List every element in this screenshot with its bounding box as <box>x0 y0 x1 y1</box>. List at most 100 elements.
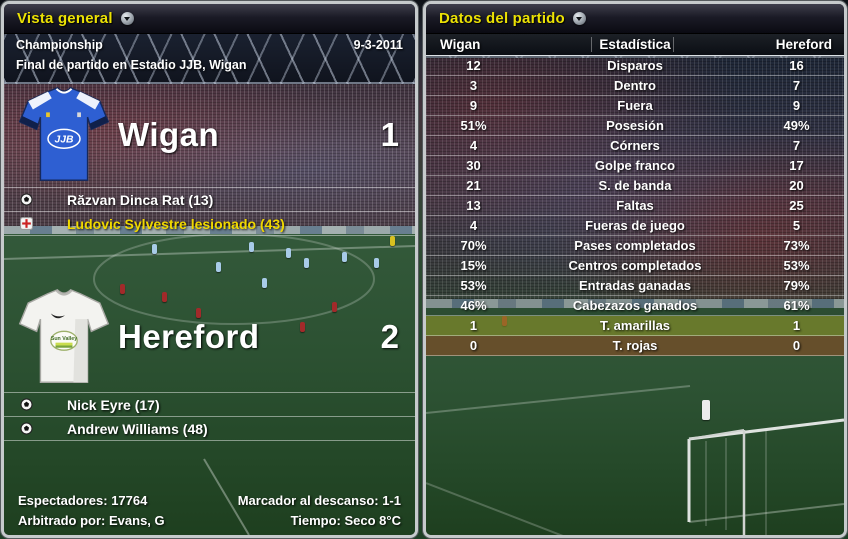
away-value: 49% <box>783 118 810 133</box>
away-team-name[interactable]: Hereford <box>118 318 260 355</box>
stat-name: Córners <box>610 138 660 153</box>
hereford-shirt-icon[interactable]: Sun Valley <box>16 288 112 386</box>
away-value: 1 <box>792 318 801 333</box>
table-row: 12 Disparos 16 <box>426 56 844 76</box>
home-value: 53% <box>460 278 487 293</box>
table-row: 21 S. de banda 20 <box>426 176 844 196</box>
svg-text:Sun Valley: Sun Valley <box>51 336 77 342</box>
stat-name: Pases completados <box>574 238 696 253</box>
table-row: 3 Dentro 7 <box>426 76 844 96</box>
home-value: 0 <box>469 338 478 353</box>
referee-label: Arbitrado por: Evans, G <box>18 513 165 528</box>
table-row: 46% Cabezazos ganados 61% <box>426 296 844 316</box>
away-value: 20 <box>789 178 804 193</box>
stat-name: Entradas ganadas <box>579 278 691 293</box>
away-value: 53% <box>783 258 810 273</box>
home-value: 46% <box>460 298 487 313</box>
away-column-header: Hereford <box>775 37 832 52</box>
event-text: Nick Eyre (17) <box>67 396 160 413</box>
overview-titlebar[interactable]: Vista general <box>4 4 415 34</box>
away-value: 79% <box>783 278 810 293</box>
football-icon <box>20 398 33 411</box>
away-value: 16 <box>789 58 804 73</box>
table-row: 51% Posesión 49% <box>426 116 844 136</box>
away-value: 61% <box>783 298 810 313</box>
table-row: 1 T. amarillas 1 <box>426 316 844 336</box>
overview-content: Championship 9-3-2011 Final de partido e… <box>4 34 415 535</box>
home-column-header: Wigan <box>440 37 481 52</box>
match-event-row[interactable]: Răzvan Dinca Rat (13) <box>4 188 415 212</box>
match-status-line: Final de partido en Estadio JJB, Wigan <box>16 58 247 72</box>
home-team-score: 1 <box>380 116 399 153</box>
home-team-name[interactable]: Wigan <box>118 116 220 153</box>
header-divider <box>591 37 592 52</box>
away-team-block: Sun Valley Hereford 2 <box>4 286 415 388</box>
table-row: 30 Golpe franco 17 <box>426 156 844 176</box>
competition-label[interactable]: Championship <box>16 38 103 52</box>
roof-truss-photo <box>4 34 415 84</box>
football-icon <box>20 193 33 206</box>
event-text: Răzvan Dinca Rat (13) <box>67 191 214 208</box>
stat-name: Dentro <box>614 78 656 93</box>
injury-cross-icon <box>20 217 33 230</box>
stat-name: Centros completados <box>568 258 702 273</box>
stat-name: T. amarillas <box>599 318 671 333</box>
stat-name: Fueras de juego <box>585 218 685 233</box>
match-event-row[interactable]: Ludovic Sylvestre lesionado (43) <box>4 212 415 236</box>
home-value: 13 <box>466 198 481 213</box>
table-row: 13 Faltas 25 <box>426 196 844 216</box>
wigan-shirt-icon[interactable]: JJB <box>16 86 112 184</box>
dropdown-arrow-icon[interactable] <box>572 12 586 25</box>
away-value: 7 <box>792 78 801 93</box>
home-value: 30 <box>466 158 481 173</box>
ad-boards-photo <box>426 299 844 308</box>
dropdown-arrow-icon[interactable] <box>120 12 134 25</box>
stat-name: Cabezazos ganados <box>572 298 698 313</box>
away-value: 25 <box>789 198 804 213</box>
home-team-block: JJB Wigan 1 <box>4 84 415 186</box>
stats-titlebar[interactable]: Datos del partido <box>426 4 844 34</box>
home-value: 15% <box>460 258 487 273</box>
table-row: 4 Fueras de juego 5 <box>426 216 844 236</box>
table-row: 70% Pases completados 73% <box>426 236 844 256</box>
away-value: 17 <box>789 158 804 173</box>
home-value: 70% <box>460 238 487 253</box>
home-value: 51% <box>460 118 487 133</box>
stat-name: S. de banda <box>598 178 672 193</box>
table-row: 53% Entradas ganadas 79% <box>426 276 844 296</box>
table-row: 0 T. rojas 0 <box>426 336 844 356</box>
away-value: 7 <box>792 138 801 153</box>
stat-name: Golpe franco <box>594 158 676 173</box>
match-event-row[interactable]: Nick Eyre (17) <box>4 393 415 417</box>
overview-panel: Vista general Championship 9-3-2011 Fina… <box>1 1 418 538</box>
stand-photo <box>426 58 844 299</box>
event-text: Ludovic Sylvestre lesionado (43) <box>67 215 285 232</box>
table-row: 9 Fuera 9 <box>426 96 844 116</box>
stat-name: Fuera <box>617 98 653 113</box>
away-value: 73% <box>783 238 810 253</box>
match-footer: Espectadores: 17764 Arbitrado por: Evans… <box>18 491 401 531</box>
header-divider <box>673 37 674 52</box>
match-event-row[interactable]: Andrew Williams (48) <box>4 417 415 441</box>
halftime-score-label: Marcador al descanso: 1-1 <box>237 493 401 508</box>
panel-title: Vista general <box>17 10 113 27</box>
svg-text:JJB: JJB <box>54 135 74 146</box>
home-value: 12 <box>466 58 481 73</box>
event-text: Andrew Williams (48) <box>67 420 208 437</box>
ad-boards-photo <box>4 226 415 234</box>
stats-table-header: Wigan Estadística Hereford <box>426 34 844 56</box>
pitch-and-goal-lines <box>426 385 844 535</box>
home-events: Răzvan Dinca Rat (13) Ludovic Sylvestre … <box>4 187 415 236</box>
stadium-photo-left <box>4 4 415 535</box>
away-team-score: 2 <box>380 318 399 355</box>
attendance-label: Espectadores: 17764 <box>18 493 148 508</box>
pitch-lines <box>4 234 415 535</box>
football-icon <box>20 422 33 435</box>
panel-title: Datos del partido <box>439 10 565 27</box>
stat-name: T. rojas <box>612 338 658 353</box>
stat-name: Posesión <box>606 118 664 133</box>
pitch-photo <box>4 234 415 535</box>
stats-content: Wigan Estadística Hereford 12 Disparos 1… <box>426 34 844 535</box>
stat-column-header: Estadística <box>599 37 671 52</box>
